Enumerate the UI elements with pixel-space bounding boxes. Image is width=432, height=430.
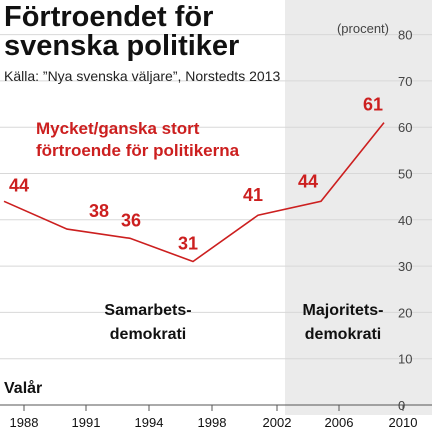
data-label: 38 bbox=[89, 201, 109, 221]
period-label-majoritets-line-2: demokrati bbox=[305, 326, 381, 343]
majority-period-shade bbox=[285, 0, 432, 415]
x-tick-label: 1998 bbox=[198, 415, 227, 430]
chart-title-line-1: Förtroendet för bbox=[4, 1, 213, 33]
data-label: 41 bbox=[243, 185, 263, 205]
series-line bbox=[3, 122, 385, 263]
y-tick-label: 50 bbox=[398, 167, 412, 182]
chart-source: Källa: ”Nya svenska väljare”, Norstedts … bbox=[4, 68, 280, 84]
chart-title-line-2: svenska politiker bbox=[4, 30, 239, 62]
series-label-line-2: förtroende för politikerna bbox=[36, 141, 240, 160]
data-label: 44 bbox=[298, 171, 318, 191]
y-tick-label: 0 bbox=[398, 398, 405, 413]
data-label: 44 bbox=[9, 175, 29, 195]
x-tick-label: 1994 bbox=[135, 415, 164, 430]
period-label-samarbets-line-2: demokrati bbox=[110, 326, 186, 343]
x-axis-title: Valår bbox=[4, 379, 42, 397]
y-tick-label: 70 bbox=[398, 74, 412, 89]
period-label-majoritets-line-1: Majoritets- bbox=[303, 302, 384, 319]
x-tick-marks bbox=[0, 404, 432, 411]
y-tick-label: 20 bbox=[398, 305, 412, 320]
data-label: 36 bbox=[121, 210, 141, 230]
x-tick-label: 1988 bbox=[10, 415, 39, 430]
data-label: 31 bbox=[178, 233, 198, 253]
x-tick-label: 2002 bbox=[263, 415, 292, 430]
x-tick-labels: 1988 1991 1994 1998 2002 2006 2010 bbox=[10, 415, 418, 430]
x-tick-label: 2006 bbox=[325, 415, 354, 430]
data-labels: 44 38 36 31 41 44 61 bbox=[9, 95, 383, 254]
data-label: 61 bbox=[363, 95, 383, 115]
x-tick-label: 1991 bbox=[72, 415, 101, 430]
period-label-samarbets-line-1: Samarbets- bbox=[104, 302, 191, 319]
y-tick-label: 10 bbox=[398, 352, 412, 367]
y-axis-unit: (procent) bbox=[337, 21, 389, 36]
y-tick-label: 30 bbox=[398, 259, 412, 274]
y-tick-label: 40 bbox=[398, 213, 412, 228]
x-tick-label: 2010 bbox=[389, 415, 418, 430]
y-tick-labels: 0 10 20 30 40 50 60 70 80 bbox=[398, 28, 412, 413]
y-tick-label: 80 bbox=[398, 28, 412, 43]
y-tick-label: 60 bbox=[398, 120, 412, 135]
series-label-line-1: Mycket/ganska stort bbox=[36, 119, 200, 138]
